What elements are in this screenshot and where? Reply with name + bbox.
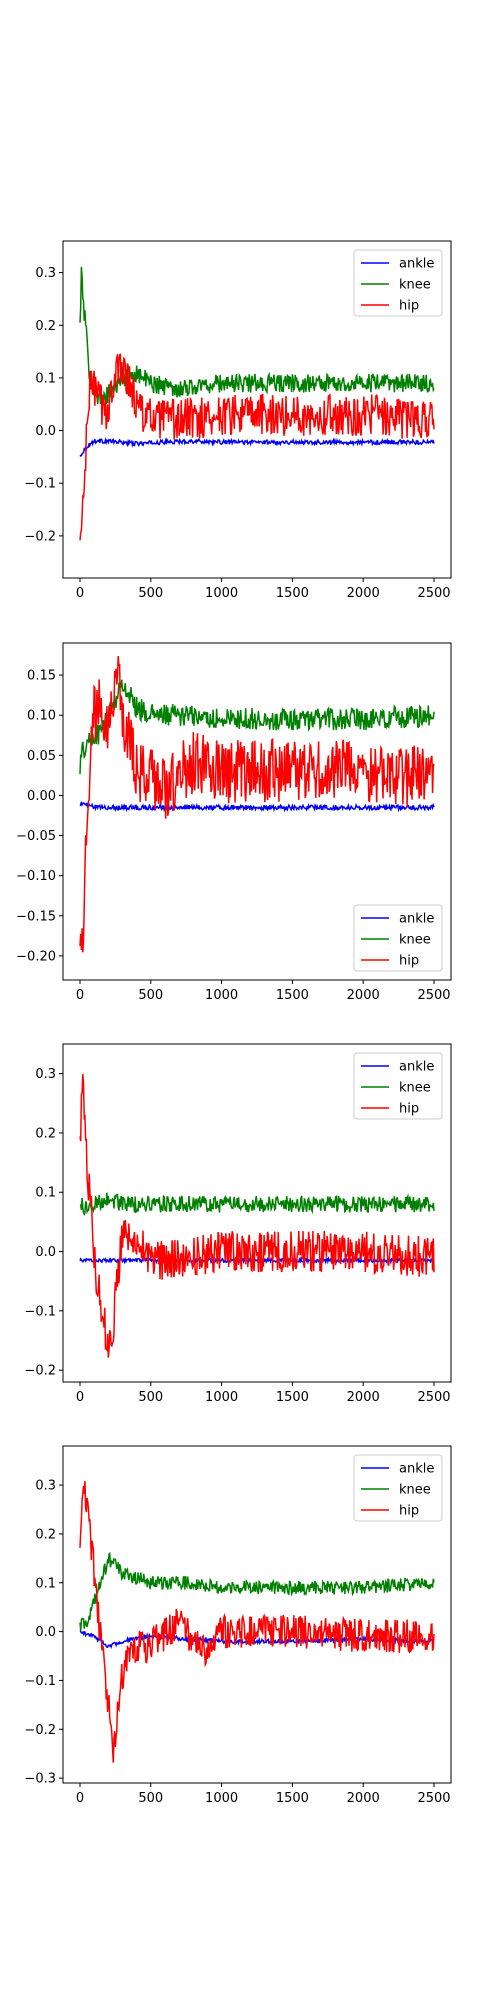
- y-tick-label: 0.1: [35, 371, 56, 386]
- x-tick-label: 2500: [417, 586, 450, 601]
- y-tick-label: 0.0: [35, 1245, 56, 1260]
- y-tick-label: −0.2: [24, 1723, 56, 1738]
- series-line-hip: [79, 1074, 435, 1358]
- y-tick-label: 0.3: [35, 1067, 56, 1082]
- legend-box: [353, 1454, 443, 1522]
- y-tick-label: −0.3: [24, 1772, 56, 1787]
- series-line-knee: [79, 679, 435, 775]
- legend-box: [353, 1052, 443, 1120]
- axes-frame: [62, 240, 452, 579]
- x-tick-label: 500: [138, 988, 163, 1003]
- series-line-knee: [79, 1192, 435, 1217]
- axes-frame: [62, 1445, 452, 1784]
- legend: ankle knee hip: [353, 904, 443, 972]
- y-tick-label: −0.1: [24, 477, 56, 492]
- y-tick-label: 0.10: [27, 709, 56, 724]
- plot-area: [79, 1480, 435, 1763]
- y-tick-label: 0.2: [35, 319, 56, 334]
- legend: ankle knee hip: [353, 1454, 443, 1522]
- y-tick-label: −0.2: [24, 1364, 56, 1379]
- x-tick-label: 0: [76, 1791, 84, 1806]
- y-tick-label: 0.15: [27, 669, 56, 684]
- x-tick-label: 1000: [205, 586, 238, 601]
- y-tick-label: −0.15: [16, 909, 56, 924]
- x-tick-label: 500: [138, 586, 163, 601]
- legend-label-knee: knee: [399, 1483, 431, 1498]
- y-tick-label: −0.10: [16, 869, 56, 884]
- legend-label-knee: knee: [399, 933, 431, 948]
- y-tick-label: −0.20: [16, 949, 56, 964]
- y-tick-label: 0.00: [27, 789, 56, 804]
- legend-label-ankle: ankle: [399, 257, 434, 272]
- y-tick-label: 0.05: [27, 749, 56, 764]
- series-line-hip: [79, 353, 435, 541]
- series-line-knee: [79, 1551, 435, 1631]
- series-line-hip: [79, 655, 435, 953]
- axes-frame: [62, 1043, 452, 1383]
- chart-panel-1: 0 500 1000 1500 2000 2500 −0.2 −0.1 0.0 0.1 0.2 0.3…: [24, 240, 452, 601]
- x-tick-label: 500: [138, 1390, 163, 1405]
- legend-label-hip: hip: [399, 954, 419, 969]
- legend-label-hip: hip: [399, 1102, 419, 1117]
- plot-area: [79, 266, 435, 541]
- axes-frame: [62, 642, 452, 981]
- x-tick-label: 2500: [417, 1390, 450, 1405]
- legend-box: [353, 249, 443, 317]
- legend: ankle knee hip: [353, 249, 443, 317]
- legend: ankle knee hip: [353, 1052, 443, 1120]
- x-tick-label: 1500: [276, 988, 309, 1003]
- legend-label-hip: hip: [399, 1504, 419, 1519]
- legend-label-knee: knee: [399, 278, 431, 293]
- x-tick-label: 2000: [347, 1791, 380, 1806]
- y-tick-label: 0.2: [35, 1126, 56, 1141]
- x-tick-label: 1000: [205, 1390, 238, 1405]
- x-tick-label: 2000: [347, 1390, 380, 1405]
- series-line-hip: [79, 1480, 435, 1763]
- legend-label-knee: knee: [399, 1081, 431, 1096]
- x-tick-label: 0: [76, 586, 84, 601]
- legend-box: [353, 904, 443, 972]
- y-tick-label: 0.1: [35, 1186, 56, 1201]
- y-tick-label: 0.3: [35, 266, 56, 281]
- series-line-ankle: [79, 437, 435, 457]
- y-tick-label: 0.0: [35, 424, 56, 439]
- y-tick-label: 0.2: [35, 1527, 56, 1542]
- plot-area: [79, 655, 435, 953]
- x-tick-label: 1000: [205, 988, 238, 1003]
- series-line-knee: [79, 266, 435, 408]
- y-tick-label: 0.0: [35, 1625, 56, 1640]
- y-tick-label: −0.05: [16, 829, 56, 844]
- chart-panel-3: 0 500 1000 1500 2000 2500 −0.2 −0.1 0.0 0.1 0.2 0.3…: [24, 1043, 452, 1405]
- y-tick-label: 0.1: [35, 1576, 56, 1591]
- legend-label-ankle: ankle: [399, 1462, 434, 1477]
- plot-area: [79, 1074, 435, 1358]
- x-tick-label: 2500: [417, 1791, 450, 1806]
- y-tick-label: 0.3: [35, 1479, 56, 1494]
- y-tick-label: −0.1: [24, 1304, 56, 1319]
- y-tick-label: −0.1: [24, 1674, 56, 1689]
- x-tick-label: 0: [76, 1390, 84, 1405]
- x-tick-label: 1500: [276, 1791, 309, 1806]
- series-line-ankle: [79, 801, 435, 813]
- x-tick-label: 2500: [417, 988, 450, 1003]
- y-tick-label: −0.2: [24, 529, 56, 544]
- x-tick-label: 1500: [276, 1390, 309, 1405]
- x-tick-label: 0: [76, 988, 84, 1003]
- x-tick-label: 1500: [276, 586, 309, 601]
- chart-panel-4: 0 500 1000 1500 2000 2500 −0.3 −0.2 −0.1 0.0 0.1 0.…: [24, 1445, 452, 1806]
- chart-panel-2: 0 500 1000 1500 2000 2500 −0.20 −0.15 −0.10 −0.05…: [16, 642, 452, 1003]
- x-tick-label: 2000: [347, 586, 380, 601]
- x-tick-label: 1000: [205, 1791, 238, 1806]
- legend-label-ankle: ankle: [399, 912, 434, 927]
- legend-label-ankle: ankle: [399, 1060, 434, 1075]
- x-tick-label: 500: [138, 1791, 163, 1806]
- legend-label-hip: hip: [399, 299, 419, 314]
- x-tick-label: 2000: [347, 988, 380, 1003]
